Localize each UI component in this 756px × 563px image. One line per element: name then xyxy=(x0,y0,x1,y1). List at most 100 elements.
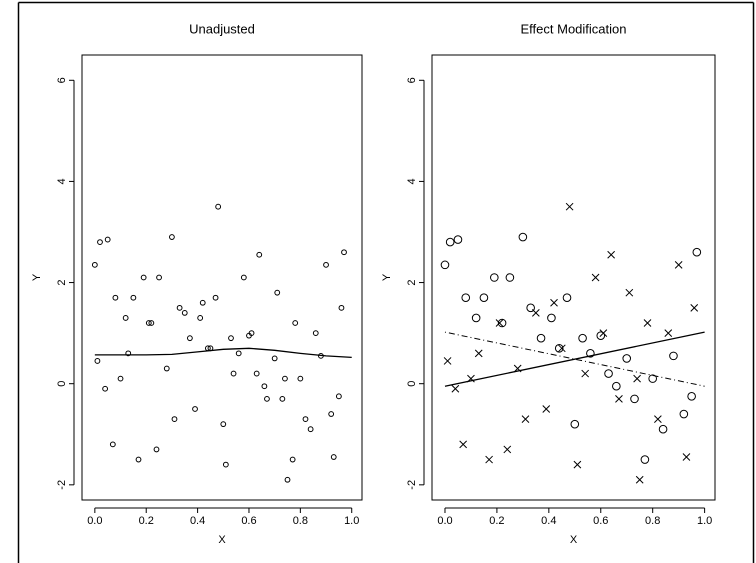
x-tick-label: 0.2 xyxy=(139,515,154,527)
circle-point xyxy=(199,299,206,306)
x-stroke xyxy=(503,445,512,454)
y-tick-label: -2 xyxy=(56,480,68,490)
circle-point xyxy=(323,261,329,268)
circle-point xyxy=(274,289,281,296)
circle-point xyxy=(586,349,595,358)
circle-point xyxy=(220,421,227,428)
circle-point xyxy=(148,320,155,326)
x-tick-label: 0.6 xyxy=(241,515,256,527)
circle-point xyxy=(97,239,103,246)
x-tick-label: 1.0 xyxy=(697,515,712,527)
y-axis-label: Y xyxy=(381,273,393,281)
circle-point xyxy=(284,476,291,483)
circle-point xyxy=(248,330,255,337)
circle-point xyxy=(125,350,132,357)
x-point xyxy=(503,445,512,454)
circle-point xyxy=(445,237,455,247)
x-stroke xyxy=(443,357,452,365)
circle-point xyxy=(570,419,580,429)
circle-point xyxy=(240,274,247,281)
circle-point xyxy=(497,318,507,328)
x-tick-label: 0.0 xyxy=(437,515,452,527)
x-point xyxy=(495,319,504,327)
x-stroke xyxy=(542,405,551,413)
x-stroke xyxy=(635,475,644,484)
circle-point xyxy=(271,355,278,362)
x-tick-label: 0.0 xyxy=(87,515,102,527)
x-point xyxy=(531,309,540,317)
circle-point xyxy=(453,235,463,244)
y-tick-label: 6 xyxy=(56,77,68,83)
x-stroke xyxy=(573,460,582,469)
circle-point xyxy=(328,411,335,417)
circle-point xyxy=(630,394,639,404)
x-tick-label: 0.8 xyxy=(645,515,660,527)
circle-point xyxy=(235,350,242,357)
circle-point xyxy=(215,203,222,210)
fit-line xyxy=(94,347,352,359)
circle-point xyxy=(181,309,188,316)
x-point xyxy=(591,273,600,282)
x-axis-label: X xyxy=(218,534,226,546)
circle-point xyxy=(135,456,142,463)
circle-point xyxy=(222,461,229,468)
circle-point xyxy=(471,313,481,323)
circle-point xyxy=(338,304,345,311)
x-stroke xyxy=(682,453,691,461)
circle-point xyxy=(302,416,309,422)
x-stroke xyxy=(565,202,574,211)
circle-point xyxy=(658,424,668,434)
circle-point xyxy=(648,374,657,383)
circle-point xyxy=(264,395,270,402)
circle-point xyxy=(122,315,129,321)
x-stroke xyxy=(531,309,540,317)
x-point xyxy=(459,440,468,449)
circle-point xyxy=(479,293,489,303)
x-tick-label: 0.4 xyxy=(190,515,205,527)
circle-point xyxy=(692,247,702,257)
x-point xyxy=(643,319,652,327)
circle-point xyxy=(130,294,137,301)
x-stroke xyxy=(474,349,483,358)
x-stroke xyxy=(557,344,566,353)
circle-point xyxy=(547,313,556,323)
x-point xyxy=(565,202,574,211)
y-tick-label: 2 xyxy=(56,279,68,285)
circle-point xyxy=(256,251,263,258)
plot-box xyxy=(431,54,716,501)
x-tick-label: 1.0 xyxy=(344,515,359,527)
circle-point xyxy=(253,370,260,377)
circle-point xyxy=(104,236,111,243)
x-stroke xyxy=(513,364,522,373)
circle-point xyxy=(554,343,564,353)
x-stroke xyxy=(643,319,652,327)
x-point xyxy=(682,453,691,461)
circle-point xyxy=(282,375,288,382)
x-stroke xyxy=(459,440,468,449)
circle-point xyxy=(526,303,535,313)
x-stroke xyxy=(625,288,634,297)
x-stroke xyxy=(607,250,616,259)
circle-point xyxy=(292,320,299,326)
x-point xyxy=(635,475,644,484)
chart-title: Effect Modification xyxy=(521,21,627,36)
x-stroke xyxy=(690,303,699,312)
x-point xyxy=(664,329,673,337)
x-stroke xyxy=(581,369,590,378)
x-tick-label: 0.6 xyxy=(593,515,608,527)
circle-point xyxy=(102,385,109,392)
circle-point xyxy=(112,294,119,301)
circle-point xyxy=(518,232,528,242)
x-stroke xyxy=(451,384,460,393)
plot-box xyxy=(81,54,363,501)
fit-line xyxy=(444,331,705,387)
x-stroke xyxy=(550,298,558,307)
circle-point xyxy=(341,249,347,256)
circle-point xyxy=(228,335,234,342)
circle-point xyxy=(117,375,124,382)
circle-point xyxy=(197,315,204,321)
x-tick-label: 0.4 xyxy=(541,515,556,527)
x-point xyxy=(443,357,452,365)
x-stroke xyxy=(615,395,623,403)
